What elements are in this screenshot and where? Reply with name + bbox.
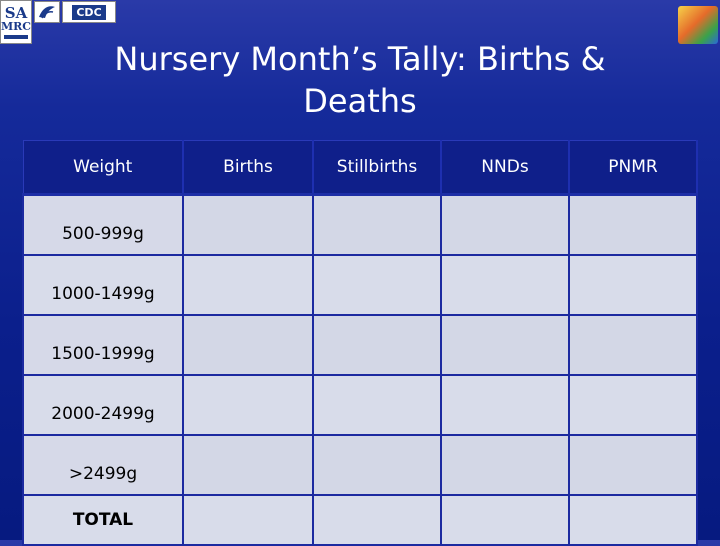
table-row: TOTAL xyxy=(22,494,698,546)
table-row: 2000-2499g xyxy=(22,374,698,436)
stillbirths-cell[interactable] xyxy=(312,314,442,376)
nnds-cell[interactable] xyxy=(440,254,570,316)
table-row: >2499g xyxy=(22,434,698,496)
stillbirths-cell[interactable] xyxy=(312,193,442,256)
row-label-over-2499g: >2499g xyxy=(22,434,184,496)
cdc-logo-text: CDC xyxy=(72,4,106,20)
pnmr-cell[interactable] xyxy=(568,254,698,316)
pnmr-cell[interactable] xyxy=(568,494,698,546)
slide-title: Nursery Month’s Tally: Births & Deaths xyxy=(80,38,640,122)
header-nnds: NNDs xyxy=(441,140,570,196)
header-weight: Weight xyxy=(22,140,184,196)
logo-strip: SA MRC CDC xyxy=(0,0,116,44)
pnmr-cell[interactable] xyxy=(568,314,698,376)
row-label-1000-1499g: 1000-1499g xyxy=(22,254,184,316)
hhs-eagle-icon xyxy=(34,1,60,23)
pnmr-cell[interactable] xyxy=(568,193,698,256)
table-row: 500-999g xyxy=(22,193,698,256)
row-label-1500-1999g: 1500-1999g xyxy=(22,314,184,376)
nnds-cell[interactable] xyxy=(440,374,570,436)
mrc-logo: SA MRC xyxy=(0,0,32,44)
stillbirths-cell[interactable] xyxy=(312,434,442,496)
tally-table: Weight Births Stillbirths NNDs PNMR 500-… xyxy=(22,140,698,546)
table-row: 1000-1499g xyxy=(22,254,698,316)
births-cell[interactable] xyxy=(182,193,314,256)
births-cell[interactable] xyxy=(182,374,314,436)
births-cell[interactable] xyxy=(182,254,314,316)
nnds-cell[interactable] xyxy=(440,434,570,496)
header-births: Births xyxy=(183,140,314,196)
hands-collage-icon xyxy=(678,6,718,44)
cdc-logo: CDC xyxy=(62,1,116,23)
nnds-cell[interactable] xyxy=(440,193,570,256)
mrc-logo-bar xyxy=(4,35,28,39)
births-cell[interactable] xyxy=(182,434,314,496)
nnds-cell[interactable] xyxy=(440,494,570,546)
header-pnmr: PNMR xyxy=(569,140,698,196)
row-label-2000-2499g: 2000-2499g xyxy=(22,374,184,436)
stillbirths-cell[interactable] xyxy=(312,254,442,316)
header-stillbirths: Stillbirths xyxy=(313,140,442,196)
stillbirths-cell[interactable] xyxy=(312,374,442,436)
table-row: 1500-1999g xyxy=(22,314,698,376)
mrc-logo-mrc: MRC xyxy=(0,20,32,33)
pnmr-cell[interactable] xyxy=(568,434,698,496)
mrc-logo-sa: SA xyxy=(4,4,28,22)
tally-header-row: Weight Births Stillbirths NNDs PNMR xyxy=(22,140,698,196)
row-label-500-999g: 500-999g xyxy=(22,193,184,256)
stillbirths-cell[interactable] xyxy=(312,494,442,546)
births-cell[interactable] xyxy=(182,314,314,376)
slide-title-line2: Deaths xyxy=(303,82,417,120)
nnds-cell[interactable] xyxy=(440,314,570,376)
row-label-total: TOTAL xyxy=(22,494,184,546)
pnmr-cell[interactable] xyxy=(568,374,698,436)
births-cell[interactable] xyxy=(182,494,314,546)
slide-title-line1: Nursery Month’s Tally: Births & xyxy=(114,40,606,78)
